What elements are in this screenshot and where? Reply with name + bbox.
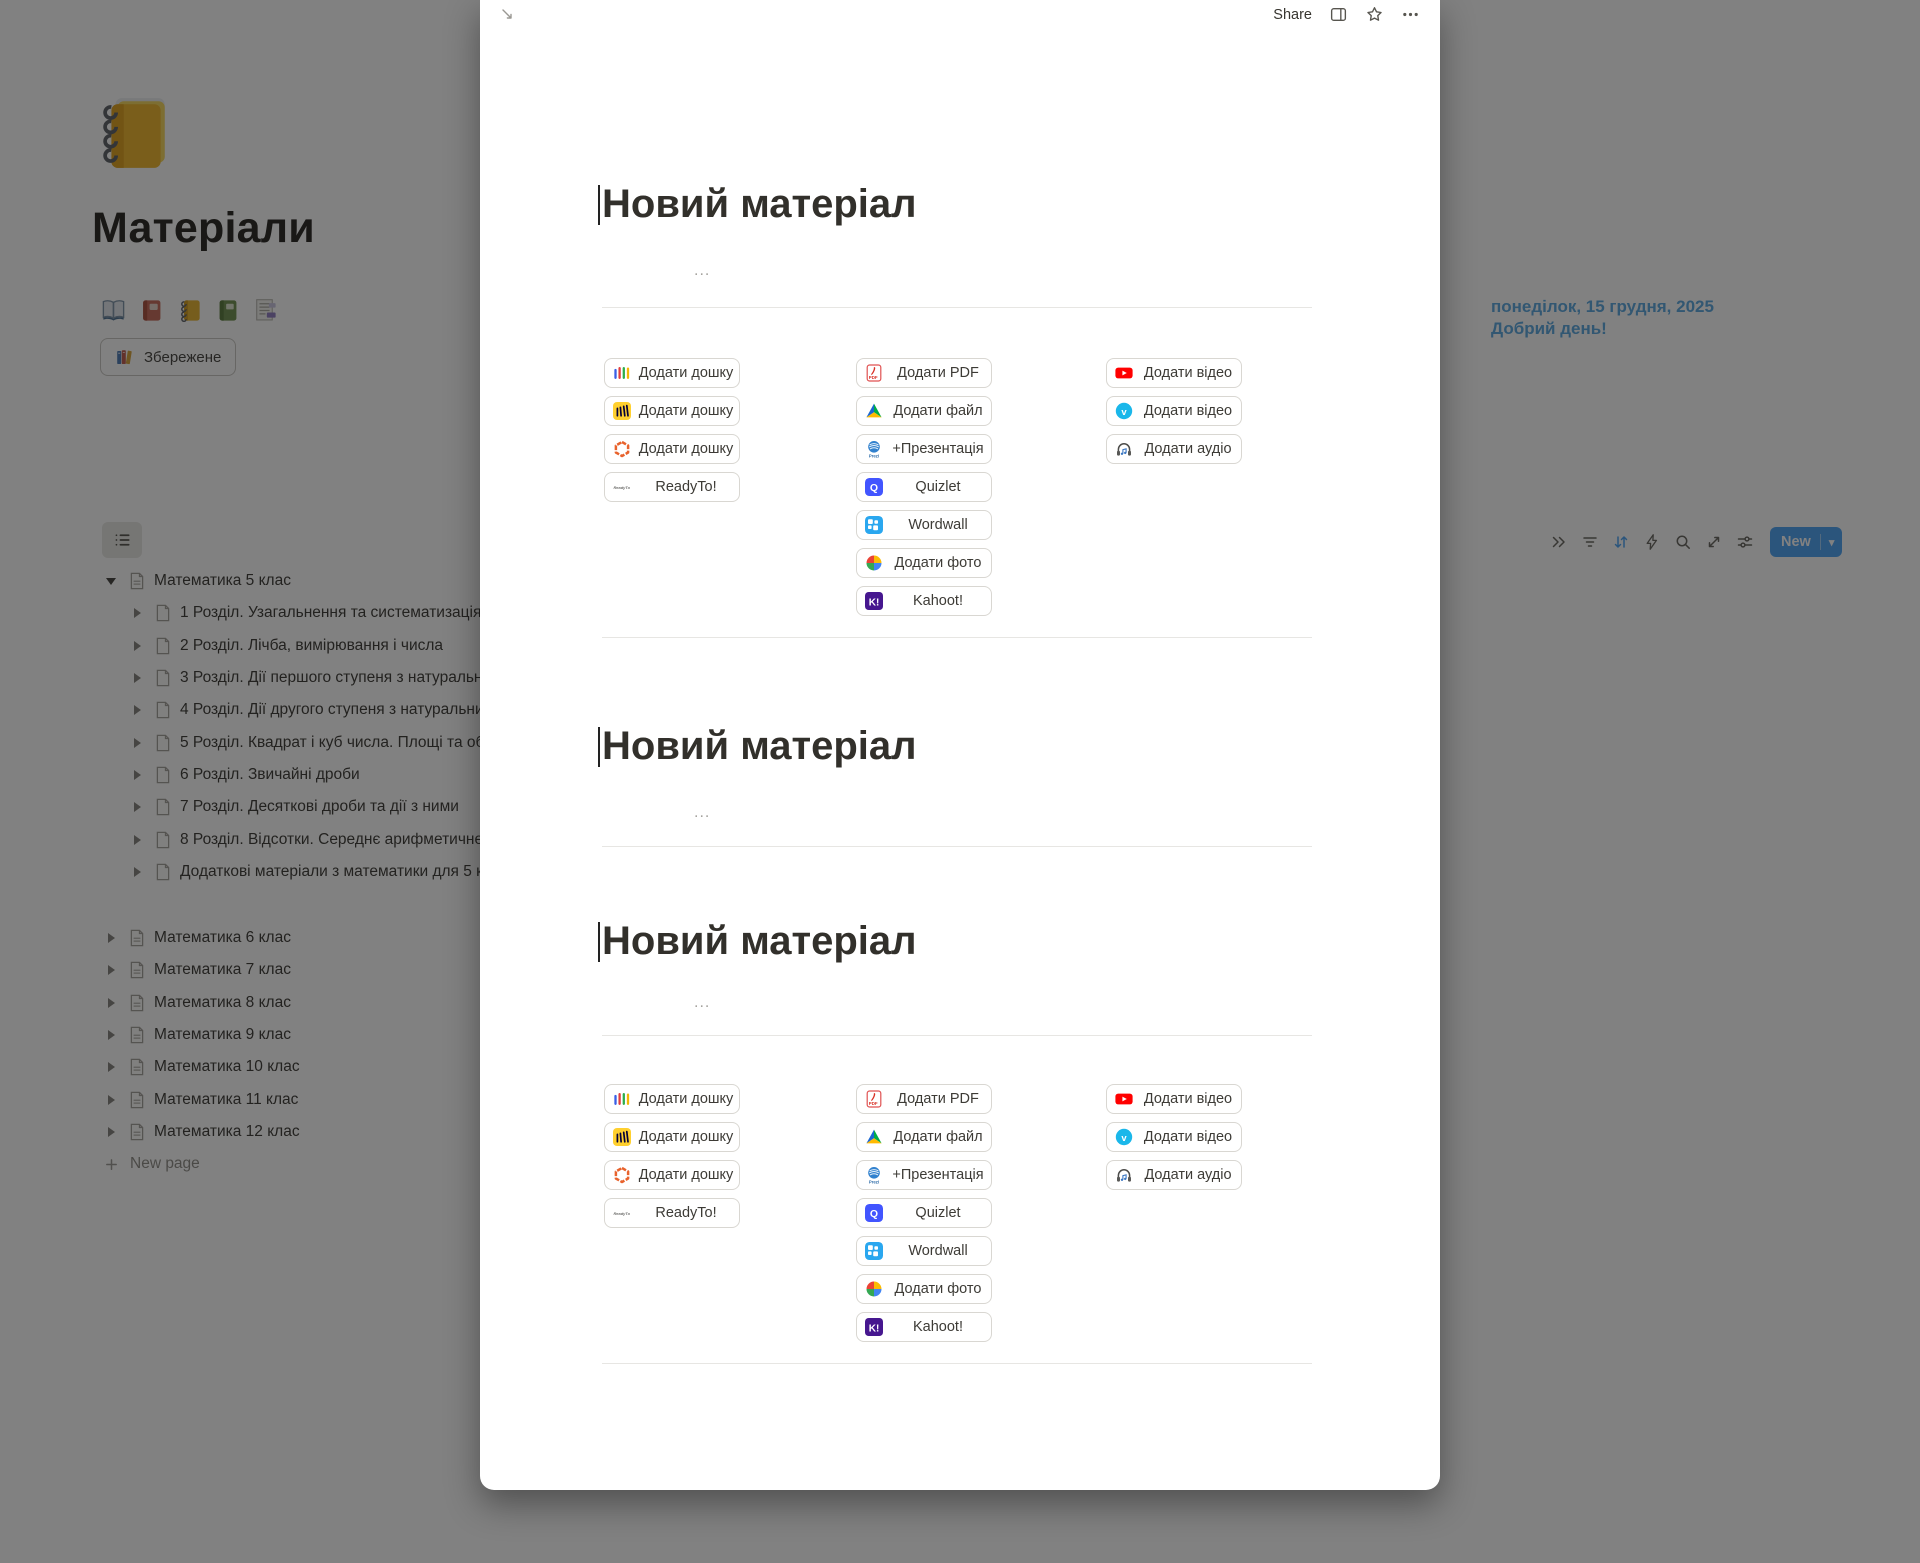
add-content-button[interactable]: K! Kahoot! [856, 1312, 992, 1342]
add-content-button[interactable]: ReadyTo ReadyTo! [604, 1198, 740, 1228]
add-content-button[interactable]: Додати файл [856, 1122, 992, 1152]
add-content-button[interactable]: Q Quizlet [856, 472, 992, 502]
add-content-button[interactable]: Додати відео [1106, 358, 1242, 388]
svg-text:K!: K! [869, 597, 880, 608]
more-options-icon[interactable] [1401, 5, 1420, 24]
add-content-button[interactable]: ReadyTo ReadyTo! [604, 472, 740, 502]
add-content-button[interactable]: PDF Додати PDF [856, 1084, 992, 1114]
readyto-icon: ReadyTo [613, 478, 631, 496]
add-content-button[interactable]: Додати фото [856, 548, 992, 578]
empty-block-placeholder[interactable]: ... [694, 262, 711, 279]
add-content-button[interactable]: K! Kahoot! [856, 586, 992, 616]
button-column-files: PDF Додати PDF Додати файл Prezi +Презен… [856, 358, 992, 624]
add-content-button[interactable]: Додати фото [856, 1274, 992, 1304]
share-button[interactable]: Share [1273, 6, 1312, 23]
divider [602, 846, 1312, 847]
vimeo-icon: v [1115, 1128, 1133, 1146]
button-column-boards: Додати дошку Додати дошку Додати дошку R… [604, 358, 740, 510]
add-content-button[interactable]: Додати дошку [604, 1160, 740, 1190]
add-content-button[interactable]: PDF Додати PDF [856, 358, 992, 388]
readyto-icon: ReadyTo [613, 1204, 631, 1222]
add-content-button[interactable]: Додати дошку [604, 396, 740, 426]
svg-text:v: v [1121, 407, 1127, 418]
svg-text:ReadyTo: ReadyTo [613, 485, 630, 490]
pdf-icon: PDF [865, 364, 883, 382]
svg-text:PDF: PDF [869, 1101, 878, 1106]
mural-icon [613, 364, 631, 382]
add-content-button[interactable]: Prezi +Презентація [856, 434, 992, 464]
add-content-button[interactable]: Додати дошку [604, 1122, 740, 1152]
add-content-button[interactable]: Wordwall [856, 510, 992, 540]
add-content-button[interactable]: Wordwall [856, 1236, 992, 1266]
add-content-button[interactable]: Додати файл [856, 396, 992, 426]
youtube-icon [1115, 364, 1133, 382]
google-photos-icon [865, 1280, 883, 1298]
kahoot-icon: K! [865, 592, 883, 610]
svg-text:Prezi: Prezi [869, 1179, 879, 1184]
pdf-icon: PDF [865, 1090, 883, 1108]
vimeo-icon: v [1115, 402, 1133, 420]
divider [602, 307, 1312, 308]
youtube-icon [1115, 1090, 1133, 1108]
svg-text:v: v [1121, 1133, 1127, 1144]
section-heading[interactable]: Новий матеріал [598, 917, 917, 965]
add-content-button[interactable]: Додати дошку [604, 1084, 740, 1114]
section-heading[interactable]: Новий матеріал [598, 722, 917, 770]
button-column-boards: Додати дошку Додати дошку Додати дошку R… [604, 1084, 740, 1236]
wordwall-icon [865, 1242, 883, 1260]
miro-icon [613, 402, 631, 420]
quizlet-icon: Q [865, 478, 883, 496]
add-content-button[interactable]: Додати аудіо [1106, 434, 1242, 464]
button-column-media: Додати відео v Додати відео Додати аудіо [1106, 358, 1242, 472]
kahoot-icon: K! [865, 1318, 883, 1336]
svg-text:Q: Q [870, 482, 878, 494]
svg-text:ReadyTo: ReadyTo [613, 1211, 630, 1216]
empty-block-placeholder[interactable]: ... [694, 804, 711, 821]
google-photos-icon [865, 554, 883, 572]
material-modal: Share Новий матеріал ... Додати дошку До… [480, 0, 1440, 1490]
button-column-media: Додати відео v Додати відео Додати аудіо [1106, 1084, 1242, 1198]
headphones-icon [1115, 440, 1133, 458]
prezi-icon: Prezi [865, 440, 883, 458]
modal-header-actions: Share [1273, 5, 1420, 24]
svg-text:Q: Q [870, 1208, 878, 1220]
google-drive-icon [865, 402, 883, 420]
button-column-files: PDF Додати PDF Додати файл Prezi +Презен… [856, 1084, 992, 1350]
wordwall-icon [865, 516, 883, 534]
divider [602, 637, 1312, 638]
text-cursor [598, 727, 600, 767]
google-drive-icon [865, 1128, 883, 1146]
text-cursor [598, 922, 600, 962]
text-cursor [598, 185, 600, 225]
divider [602, 1363, 1312, 1364]
miro-icon [613, 1128, 631, 1146]
add-content-button[interactable]: Q Quizlet [856, 1198, 992, 1228]
add-content-button[interactable]: Додати аудіо [1106, 1160, 1242, 1190]
orange-hexagon-icon [613, 1166, 631, 1184]
mural-icon [613, 1090, 631, 1108]
divider [602, 1035, 1312, 1036]
favorite-star-icon[interactable] [1365, 5, 1384, 24]
open-full-page-icon[interactable] [498, 5, 516, 23]
quizlet-icon: Q [865, 1204, 883, 1222]
empty-block-placeholder[interactable]: ... [694, 994, 711, 1011]
prezi-icon: Prezi [865, 1166, 883, 1184]
headphones-icon [1115, 1166, 1133, 1184]
orange-hexagon-icon [613, 440, 631, 458]
svg-text:PDF: PDF [869, 375, 878, 380]
add-content-button[interactable]: v Додати відео [1106, 396, 1242, 426]
add-content-button[interactable]: v Додати відео [1106, 1122, 1242, 1152]
add-content-button[interactable]: Додати відео [1106, 1084, 1242, 1114]
add-content-button[interactable]: Додати дошку [604, 434, 740, 464]
section-heading[interactable]: Новий матеріал [598, 180, 917, 228]
svg-text:K!: K! [869, 1323, 880, 1334]
add-content-button[interactable]: Prezi +Презентація [856, 1160, 992, 1190]
open-in-sidebar-icon[interactable] [1329, 5, 1348, 24]
svg-text:Prezi: Prezi [869, 453, 879, 458]
add-content-button[interactable]: Додати дошку [604, 358, 740, 388]
